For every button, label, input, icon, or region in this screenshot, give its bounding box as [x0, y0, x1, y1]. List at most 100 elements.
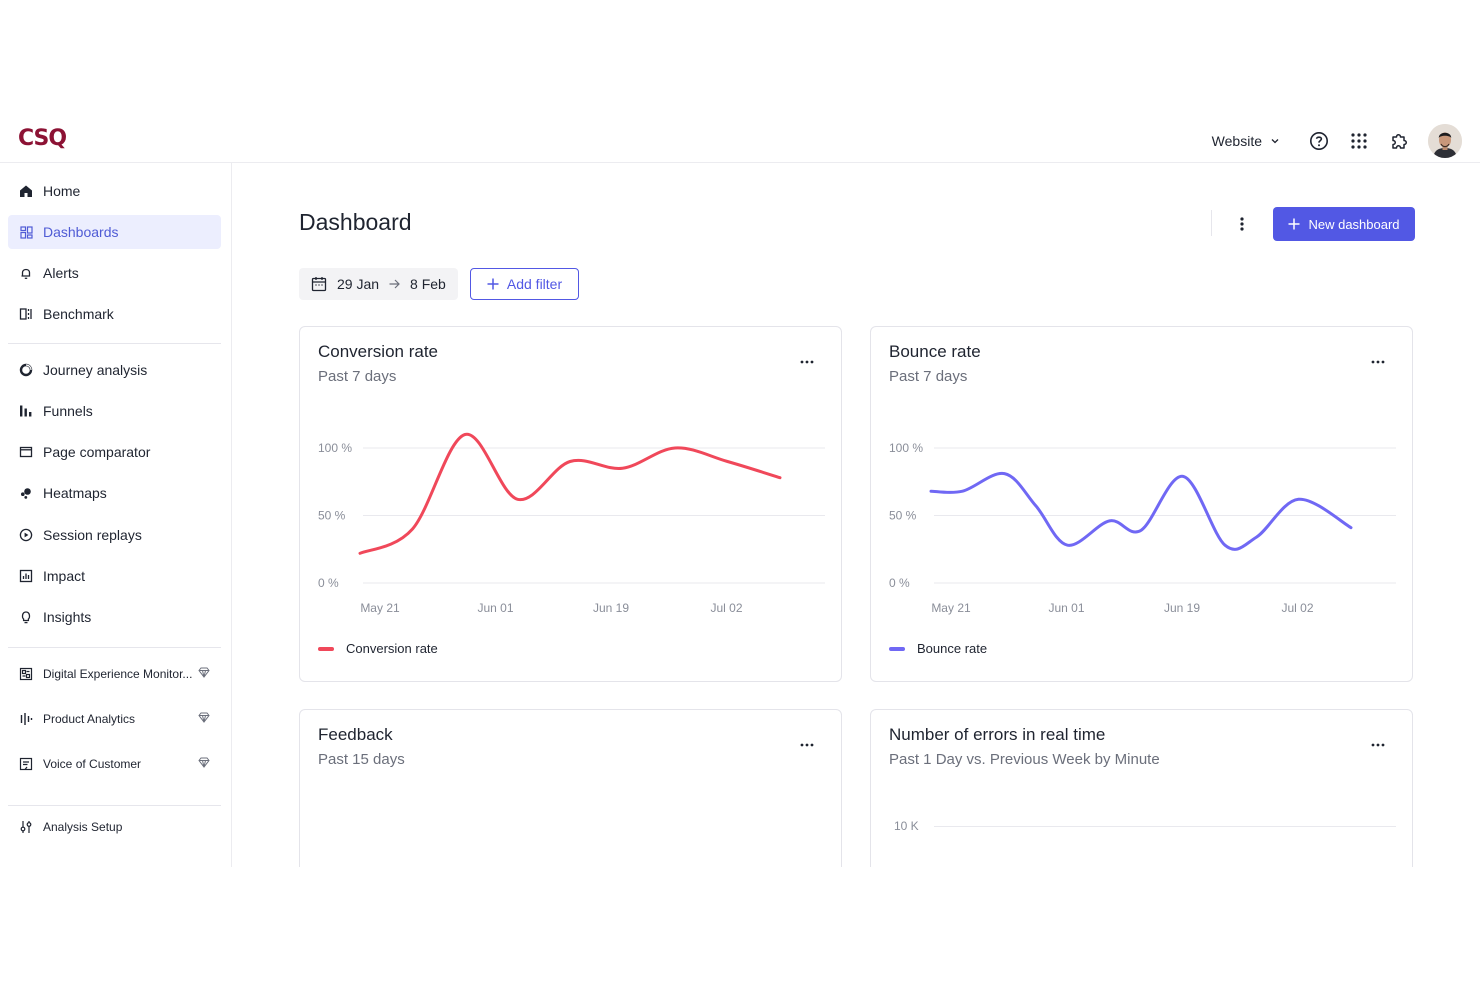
sidebar-item-label: Funnels: [43, 403, 93, 419]
calendar-icon: [311, 277, 327, 292]
date-to: 8 Feb: [410, 276, 446, 292]
card-more-icon[interactable]: [1368, 737, 1388, 753]
sidebar-item-voice-of-customer[interactable]: Voice of Customer: [8, 747, 221, 781]
bell-icon: [19, 266, 33, 280]
bounce-rate-card: Bounce rate Past 7 days 0 % 50 % 100 % May …: [870, 326, 1413, 682]
sidebar-item-heatmaps[interactable]: Heatmaps: [8, 476, 221, 510]
y-tick-label: 50 %: [318, 509, 346, 523]
series-line: [358, 432, 782, 555]
sidebar-divider: [8, 805, 221, 806]
new-dashboard-button[interactable]: New dashboard: [1273, 207, 1415, 241]
dashboards-icon: [19, 225, 33, 239]
app-window: CSQ Website Home: [0, 117, 1480, 867]
card-more-icon[interactable]: [1368, 354, 1388, 370]
apps-grid-icon[interactable]: [1348, 130, 1370, 152]
x-tick-label: Jun 01: [1048, 601, 1084, 615]
logo[interactable]: CSQ: [18, 126, 67, 151]
conversion-rate-chart: 0 % 50 % 100 % May 21 Jun 01 Jun 19 Jul 02: [318, 432, 825, 615]
play-icon: [19, 528, 33, 542]
sidebar-item-insights[interactable]: Insights: [8, 600, 221, 634]
card-subtitle: Past 15 days: [318, 751, 405, 768]
feedback-card: Feedback Past 15 days: [299, 709, 842, 867]
sidebar: Home Dashboards Alerts Benchmark Journey…: [0, 163, 232, 867]
more-options-icon[interactable]: [1231, 213, 1253, 235]
sidebar-item-label: Dashboards: [43, 224, 119, 240]
sidebar-item-label: Heatmaps: [43, 485, 107, 501]
site-selector[interactable]: Website: [1212, 133, 1280, 149]
x-tick-label: Jul 02: [710, 601, 742, 615]
main-content: Dashboard New dashboard 29 Jan 8 Feb Add…: [232, 163, 1480, 867]
page-title: Dashboard: [299, 209, 412, 235]
card-title: Bounce rate: [889, 342, 981, 361]
legend-label: Conversion rate: [346, 641, 438, 656]
journey-icon: [19, 363, 33, 377]
grid-line: [934, 826, 1396, 827]
date-range-picker[interactable]: 29 Jan 8 Feb: [299, 268, 458, 300]
card-title: Feedback: [318, 725, 393, 744]
add-filter-label: Add filter: [506, 276, 563, 292]
y-tick-label: 10 K: [894, 819, 919, 833]
conversion-rate-card: Conversion rate Past 7 days 0 % 50 % 100 %…: [299, 326, 842, 682]
series-line: [929, 472, 1353, 551]
sidebar-item-dashboards[interactable]: Dashboards: [8, 215, 221, 249]
site-selector-label: Website: [1211, 133, 1262, 149]
card-subtitle: Past 1 Day vs. Previous Week by Minute: [889, 751, 1160, 768]
card-more-icon[interactable]: [797, 737, 817, 753]
sidebar-item-alerts[interactable]: Alerts: [8, 256, 221, 290]
sidebar-item-label: Alerts: [43, 265, 79, 281]
sidebar-item-home[interactable]: Home: [8, 174, 221, 208]
impact-icon: [19, 569, 33, 583]
avatar[interactable]: [1428, 124, 1462, 158]
help-icon[interactable]: [1308, 130, 1330, 152]
x-tick-label: May 21: [931, 601, 971, 615]
sidebar-item-product-analytics[interactable]: Product Analytics: [8, 702, 221, 736]
card-subtitle: Past 7 days: [889, 368, 968, 385]
lightbulb-icon: [19, 610, 33, 624]
integrations-icon[interactable]: [1388, 130, 1410, 152]
x-tick-label: Jun 19: [593, 601, 629, 615]
product-analytics-icon: [19, 712, 33, 726]
chart-legend: Bounce rate: [889, 641, 987, 656]
card-subtitle: Past 7 days: [318, 368, 397, 385]
x-tick-label: Jul 02: [1281, 601, 1313, 615]
gem-icon: [198, 667, 210, 681]
sidebar-item-label: Journey analysis: [43, 362, 148, 378]
header-divider: [1211, 210, 1212, 236]
sidebar-item-label: Voice of Customer: [43, 757, 142, 771]
sidebar-item-funnels[interactable]: Funnels: [8, 394, 221, 428]
y-tick-label: 0 %: [318, 576, 339, 590]
y-tick-label: 100 %: [318, 441, 352, 455]
card-title: Number of errors in real time: [889, 725, 1106, 744]
sidebar-item-analysis-setup[interactable]: Analysis Setup: [8, 810, 221, 844]
sidebar-item-journey-analysis[interactable]: Journey analysis: [8, 353, 221, 387]
sidebar-item-session-replays[interactable]: Session replays: [8, 518, 221, 552]
sidebar-item-benchmark[interactable]: Benchmark: [8, 297, 221, 331]
sidebar-item-label: Session replays: [43, 527, 142, 543]
sidebar-item-label: Insights: [43, 609, 92, 625]
arrow-right-icon: [389, 279, 400, 289]
sidebar-item-label: Benchmark: [43, 306, 114, 322]
chevron-down-icon: [1271, 139, 1279, 144]
sidebar-item-label: Digital Experience Monitor...: [43, 667, 193, 681]
y-tick-label: 50 %: [889, 509, 917, 523]
legend-label: Bounce rate: [917, 641, 988, 656]
plus-icon: [487, 278, 499, 290]
sliders-icon: [19, 820, 33, 834]
y-tick-label: 100 %: [889, 441, 923, 455]
new-dashboard-label: New dashboard: [1308, 216, 1400, 232]
top-bar: CSQ Website: [0, 117, 1480, 163]
add-filter-button[interactable]: Add filter: [470, 268, 579, 300]
card-title: Conversion rate: [318, 342, 439, 361]
sidebar-divider: [8, 647, 221, 648]
sidebar-item-impact[interactable]: Impact: [8, 559, 221, 593]
x-tick-label: Jun 01: [477, 601, 513, 615]
funnel-icon: [19, 404, 33, 418]
sidebar-item-digital-experience-monitoring[interactable]: Digital Experience Monitor...: [8, 657, 221, 691]
card-more-icon[interactable]: [797, 354, 817, 370]
sidebar-item-label: Analysis Setup: [43, 820, 123, 834]
sidebar-divider: [8, 343, 221, 344]
sidebar-item-page-comparator[interactable]: Page comparator: [8, 435, 221, 469]
gem-icon: [198, 757, 210, 771]
bounce-rate-chart: 0 % 50 % 100 % May 21 Jun 01 Jun 19 Jul 02: [889, 441, 1396, 615]
chart-legend: Conversion rate: [318, 641, 438, 656]
